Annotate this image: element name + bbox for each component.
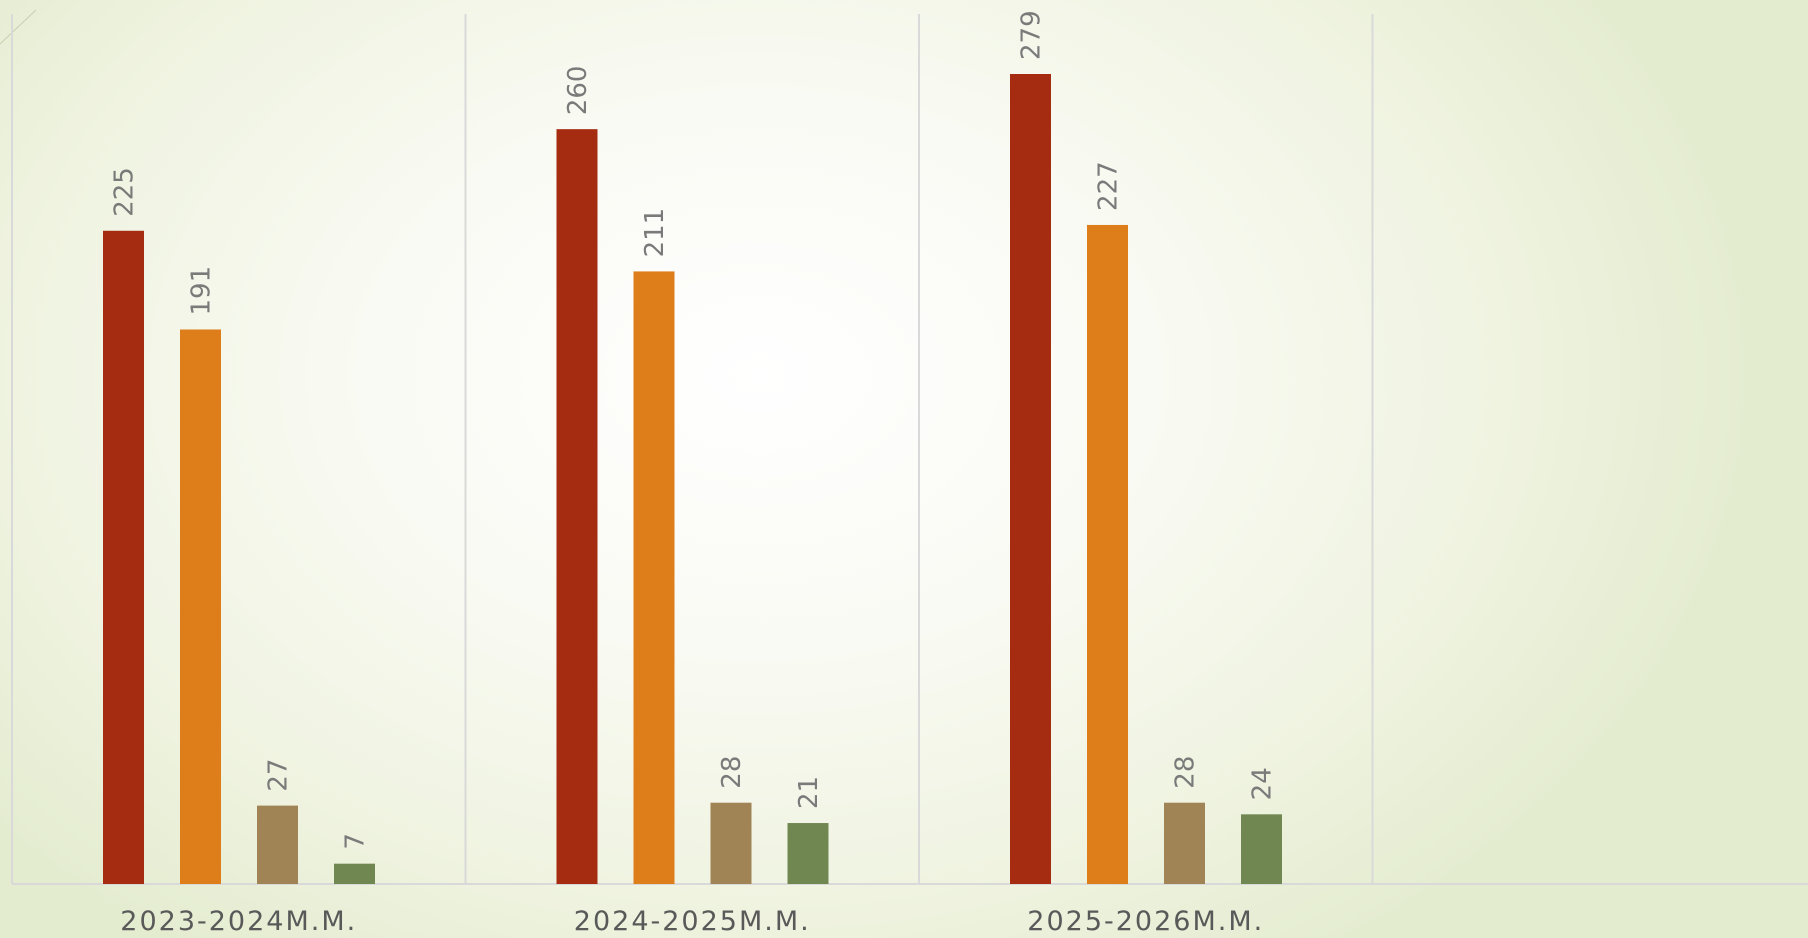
data-label: 27 bbox=[264, 759, 294, 792]
bar bbox=[787, 823, 829, 884]
category-label: 2024-2025М.М. bbox=[574, 906, 811, 937]
data-label: 260 bbox=[563, 66, 593, 116]
bar bbox=[1164, 802, 1205, 884]
bar bbox=[180, 329, 221, 884]
bar bbox=[1241, 814, 1282, 884]
data-label: 21 bbox=[794, 776, 824, 809]
data-label: 279 bbox=[1017, 10, 1047, 60]
corner-accent-line bbox=[0, 9, 37, 45]
bar bbox=[334, 863, 375, 884]
data-label: 225 bbox=[110, 167, 140, 217]
bars bbox=[103, 74, 1282, 885]
data-label: 227 bbox=[1094, 161, 1124, 211]
bar bbox=[633, 271, 675, 885]
category-label: 2025-2026М.М. bbox=[1027, 906, 1264, 937]
data-label: 7 bbox=[341, 833, 371, 850]
bar bbox=[710, 802, 752, 884]
bar bbox=[1010, 74, 1051, 884]
data-label: 24 bbox=[1248, 767, 1278, 800]
bar bbox=[103, 230, 144, 885]
data-labels: 225 191 27 7 260 211 28 21 279 227 28 24 bbox=[110, 10, 1278, 849]
category-label: 2023-2024М.М. bbox=[120, 906, 357, 937]
data-label: 28 bbox=[1171, 756, 1201, 789]
data-label: 211 bbox=[640, 208, 670, 258]
data-label: 191 bbox=[187, 266, 217, 316]
bar bbox=[556, 129, 598, 885]
category-axis-labels: 2023-2024М.М. 2024-2025М.М. 2025-2026М.М. bbox=[120, 906, 1264, 937]
bar bbox=[1087, 224, 1128, 884]
data-label: 28 bbox=[717, 756, 747, 789]
bar bbox=[257, 805, 298, 884]
gridlines bbox=[11, 14, 1808, 885]
